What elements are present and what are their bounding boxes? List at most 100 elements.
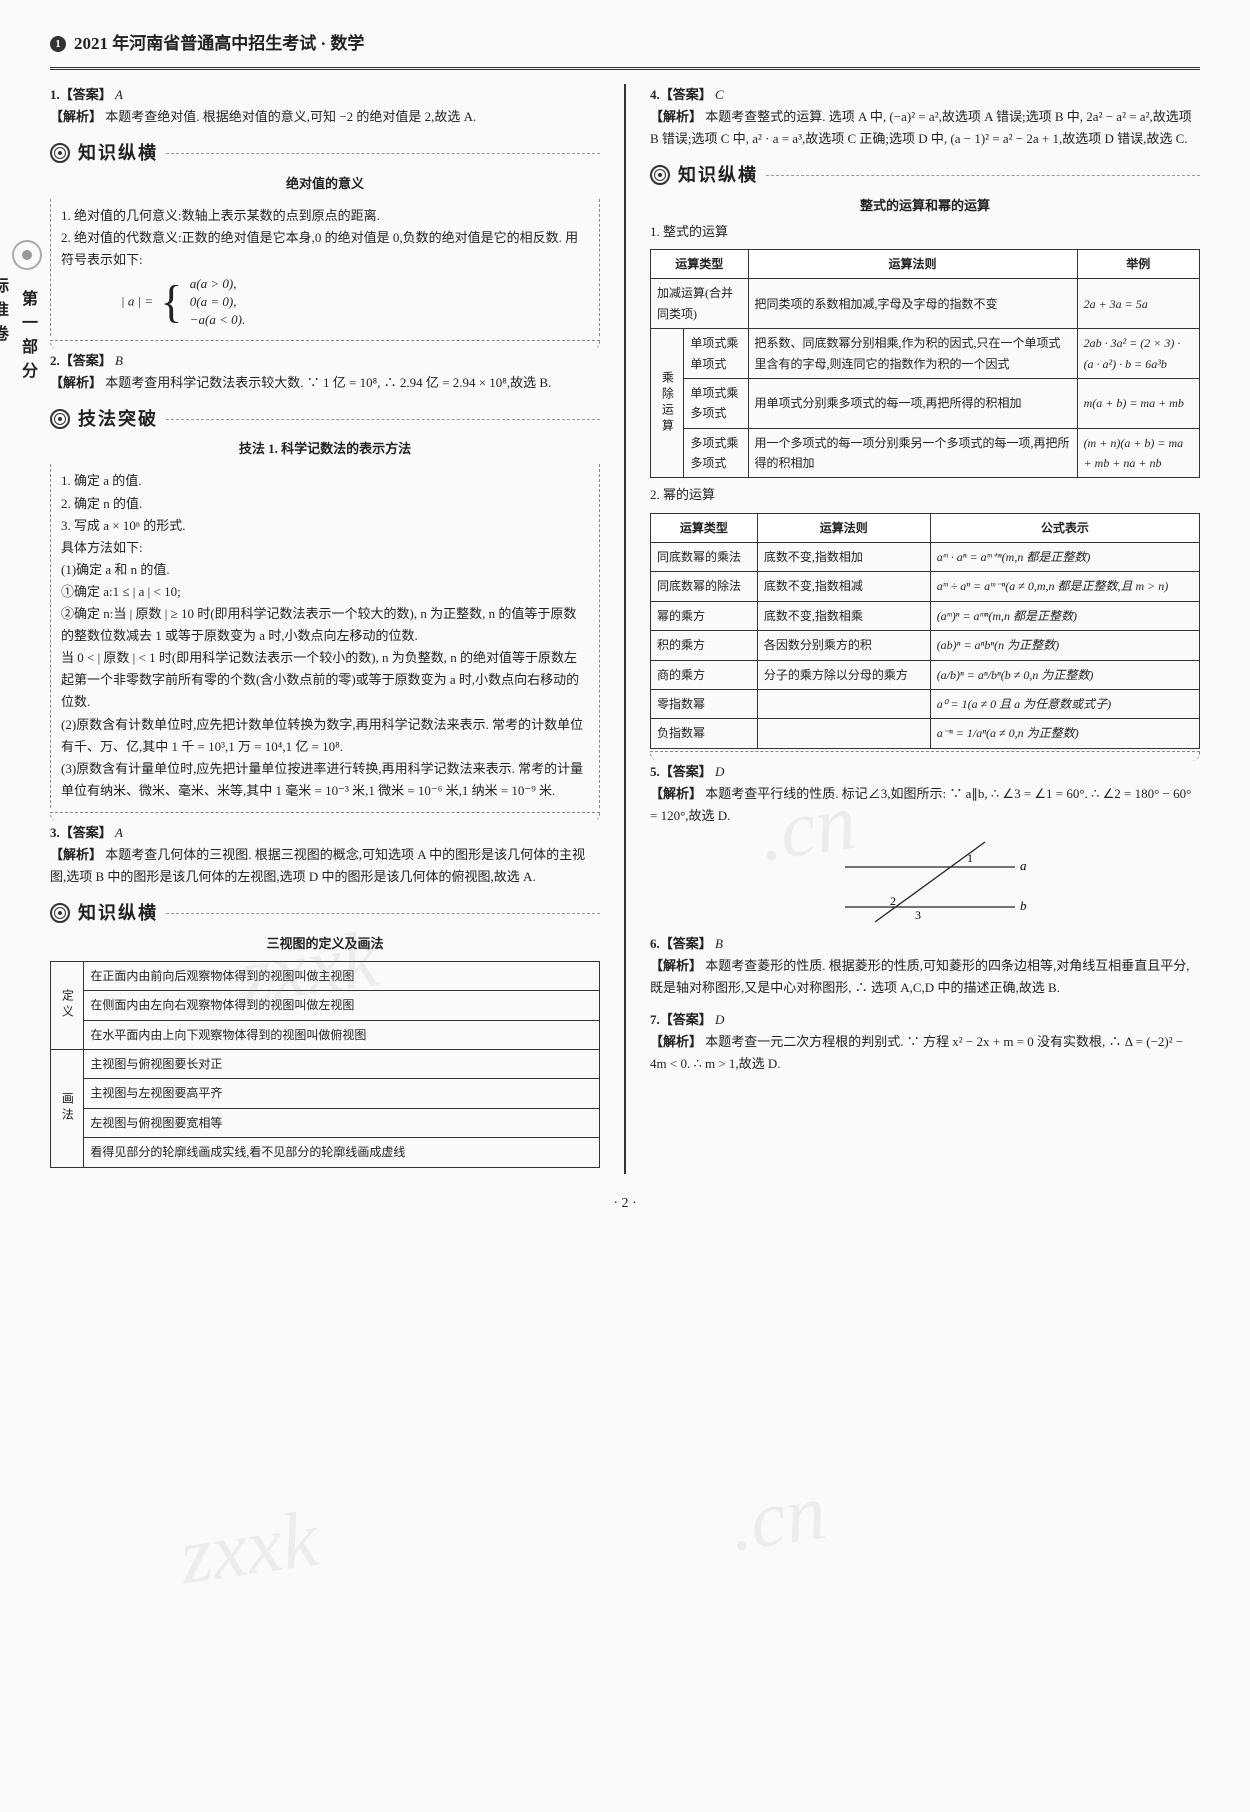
box2-l7: ②确定 n:当 | 原数 | ≥ 10 时(即用科学记数法表示一个较大的数), … (61, 603, 589, 647)
side-tab: 第一部分 标准卷 (8, 240, 42, 386)
target-icon (50, 409, 70, 429)
q4-analysis: 本题考查整式的运算. 选项 A 中, (−a)² = a²,故选项 A 错误;选… (650, 109, 1192, 146)
box1-eq-lhs: | a | = (121, 293, 153, 308)
t2-r3c2: 底数不变,指数相乘 (757, 601, 930, 630)
box2-l3: 3. 写成 a × 10ⁿ 的形式. (61, 515, 589, 537)
question-3: 3.【答案】 A 【解析】 本题考查几何体的三视图. 根据三视图的概念,可知选项… (50, 822, 600, 888)
t1-r1c2: 把同类项的系数相加减,字母及字母的指数不变 (748, 279, 1077, 329)
page-footer: · 2 · (50, 1192, 1200, 1216)
q4-analysis-label: 【解析】 (650, 109, 702, 124)
q7-analysis: 本题考查一元二次方程根的判别式. ∵ 方程 x² − 2x + m = 0 没有… (650, 1034, 1183, 1071)
t2-r4c2: 各因数分别乘方的积 (757, 631, 930, 660)
t1-r3c1: 单项式乘多项式 (684, 378, 748, 428)
two-column-layout: 1.【答案】 A 【解析】 本题考查绝对值. 根据绝对值的意义,可知 −2 的绝… (50, 84, 1200, 1174)
box1-caption: 绝对值的意义 (50, 173, 600, 195)
dash-line (766, 175, 1200, 176)
t1-r2c2: 把系数、同底数幂分别相乘,作为积的因式,只在一个单项式里含有的字母,则连同它的指… (748, 329, 1077, 379)
t1-h3: 举例 (1077, 249, 1199, 278)
q6-analysis: 本题考查菱形的性质. 根据菱形的性质,可知菱形的四条边相等,对角线互相垂直且平分… (650, 958, 1190, 995)
side-tab-line2: 标准卷 (0, 277, 7, 349)
page-number: · 2 · (613, 1196, 636, 1211)
t1-vcell: 乘除运算 (651, 329, 684, 478)
t2-r3c3: (aᵐ)ⁿ = aᵐⁿ(m,n 都是正整数) (930, 601, 1199, 630)
q2-analysis: 本题考查用科学记数法表示较大数. ∵ 1 亿 = 10⁸, ∴ 2.94 亿 =… (105, 375, 551, 390)
t3-r4: 主视图与俯视图要长对正 (84, 1050, 600, 1079)
q3-analysis-label: 【解析】 (50, 847, 102, 862)
t3-r3: 在水平面内由上向下观察物体得到的视图叫做俯视图 (84, 1020, 600, 1049)
label-3: 3 (915, 908, 921, 922)
t3-r1: 在正面内由前向后观察物体得到的视图叫做主视图 (84, 961, 600, 990)
table-power-ops: 运算类型 运算法则 公式表示 同底数幂的乘法 底数不变,指数相加 aᵐ · aⁿ… (650, 513, 1200, 749)
box2-l9: (2)原数含有计数单位时,应先把计数单位转换为数字,再用科学记数法来表示. 常考… (61, 714, 589, 758)
band-knowledge-4: 知识纵横 (650, 160, 1200, 191)
t1-r3c2: 用单项式分别乘多项式的每一项,再把所得的积相加 (748, 378, 1077, 428)
sub2: 2. 幂的运算 (650, 484, 1200, 506)
box2-l6: ①确定 a:1 ≤ | a | < 10; (61, 581, 589, 603)
label-1: 1 (967, 851, 973, 865)
box-bottom (50, 340, 600, 350)
question-2: 2.【答案】 B 【解析】 本题考查用科学记数法表示较大数. ∵ 1 亿 = 1… (50, 350, 600, 394)
q1-analysis: 本题考查绝对值. 根据绝对值的意义,可知 −2 的绝对值是 2,故选 A. (105, 109, 476, 124)
band4-caption: 整式的运算和幂的运算 (650, 195, 1200, 217)
t1-r1c1: 加减运算(合并同类项) (651, 279, 749, 329)
question-5: 5.【答案】 D 【解析】 本题考查平行线的性质. 标记∠3,如图所示: ∵ a… (650, 761, 1200, 827)
t1-r2c1: 单项式乘单项式 (684, 329, 748, 379)
t2-r5c2: 分子的乘方除以分母的乘方 (757, 660, 930, 689)
band3-title: 知识纵横 (78, 898, 158, 929)
t2-r5c1: 商的乘方 (651, 660, 758, 689)
t1-r1c3: 2a + 3a = 5a (1077, 279, 1199, 329)
t3-rh2: 画法 (51, 1050, 84, 1168)
right-column: 4.【答案】 C 【解析】 本题考查整式的运算. 选项 A 中, (−a)² =… (650, 84, 1200, 1174)
box-bottom (650, 751, 1200, 761)
target-icon (650, 165, 670, 185)
brace-icon: { (160, 279, 182, 325)
q2-answer: B (115, 353, 123, 368)
t2-r7c1: 负指数幂 (651, 719, 758, 748)
q4-answer: C (715, 87, 724, 102)
t2-h3: 公式表示 (930, 513, 1199, 542)
watermark: .cn (721, 1444, 835, 1592)
q5-answer: D (715, 764, 724, 779)
q1-analysis-label: 【解析】 (50, 109, 102, 124)
t2-r6c3: a⁰ = 1(a ≠ 0 且 a 为任意数或式子) (930, 689, 1199, 718)
t1-r2c3: 2ab · 3a² = (2 × 3) · (a · a²) · b = 6a³… (1077, 329, 1199, 379)
label-2: 2 (890, 894, 896, 908)
q6-analysis-label: 【解析】 (650, 958, 702, 973)
t3-r2: 在侧面内由左向右观察物体得到的视图叫做左视图 (84, 991, 600, 1020)
box2-l8: 当 0 < | 原数 | < 1 时(即用科学记数法表示一个较小的数), n 为… (61, 647, 589, 713)
band-knowledge-1: 知识纵横 (50, 138, 600, 169)
table-three-views: 定义 在正面内由前向后观察物体得到的视图叫做主视图 在侧面内由左向右观察物体得到… (50, 961, 600, 1168)
t2-r2c3: aᵐ ÷ aⁿ = aᵐ⁻ⁿ(a ≠ 0,m,n 都是正整数,且 m > n) (930, 572, 1199, 601)
t2-h2: 运算法则 (757, 513, 930, 542)
t1-r3c3: m(a + b) = ma + mb (1077, 378, 1199, 428)
box2-l5: (1)确定 a 和 n 的值. (61, 559, 589, 581)
table3-caption: 三视图的定义及画法 (50, 933, 600, 955)
t2-r5c3: (a/b)ⁿ = aⁿ/bⁿ(b ≠ 0,n 为正整数) (930, 660, 1199, 689)
band4-title: 知识纵横 (678, 160, 758, 191)
band2-title: 技法突破 (78, 404, 158, 435)
table-integer-ops: 运算类型 运算法则 举例 加减运算(合并同类项) 把同类项的系数相加减,字母及字… (650, 249, 1200, 479)
dash-line (166, 419, 600, 420)
box2-l10: (3)原数含有计量单位时,应先把计量单位按进率进行转换,再用科学记数法来表示. … (61, 758, 589, 802)
box1-cases: a(a > 0), 0(a = 0), −a(a < 0). (190, 275, 245, 330)
q2-analysis-label: 【解析】 (50, 375, 102, 390)
q5-analysis-label: 【解析】 (650, 786, 702, 801)
t2-r1c2: 底数不变,指数相加 (757, 542, 930, 571)
box-bottom (50, 812, 600, 822)
box2-l4: 具体方法如下: (61, 537, 589, 559)
box1-p1: 1. 绝对值的几何意义:数轴上表示某数的点到原点的距离. (61, 205, 589, 227)
question-4: 4.【答案】 C 【解析】 本题考查整式的运算. 选项 A 中, (−a)² =… (650, 84, 1200, 150)
box2-l1: 1. 确定 a 的值. (61, 470, 589, 492)
question-1: 1.【答案】 A 【解析】 本题考查绝对值. 根据绝对值的意义,可知 −2 的绝… (50, 84, 600, 128)
box-absolute-value: 1. 绝对值的几何意义:数轴上表示某数的点到原点的距离. 2. 绝对值的代数意义… (50, 199, 600, 336)
q2-head: 2.【答案】 (50, 353, 112, 368)
target-icon (50, 143, 70, 163)
q5-head: 5.【答案】 (650, 764, 712, 779)
box2-l2: 2. 确定 n 的值. (61, 493, 589, 515)
band-technique: 技法突破 (50, 404, 600, 435)
case-3: −a(a < 0). (190, 311, 245, 329)
dash-line (166, 153, 600, 154)
band1-title: 知识纵横 (78, 138, 158, 169)
watermark: zxxk (171, 1471, 326, 1625)
t2-r4c3: (ab)ⁿ = aⁿbⁿ(n 为正整数) (930, 631, 1199, 660)
